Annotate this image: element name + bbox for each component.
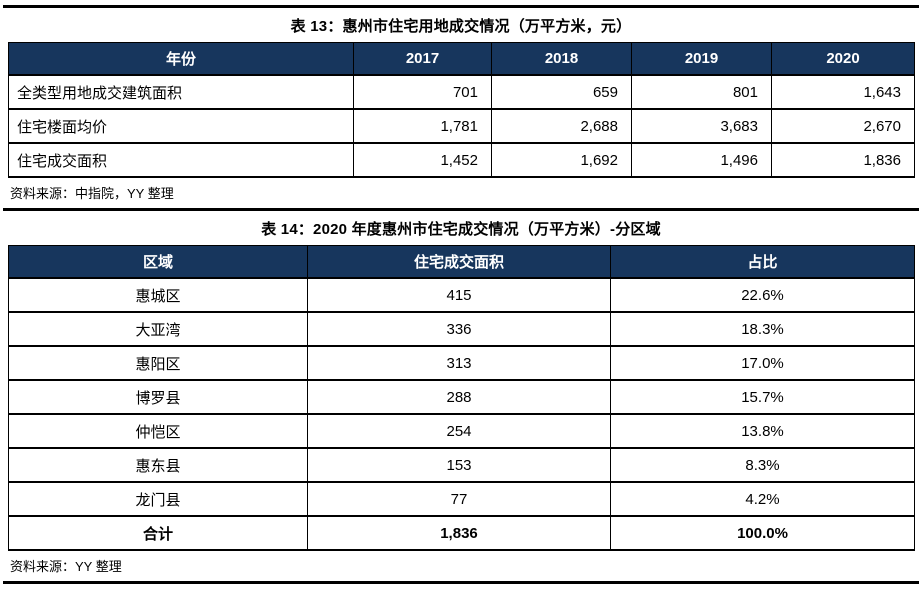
table-cell: 1,496 bbox=[631, 142, 772, 178]
table13-col-2019: 2019 bbox=[631, 42, 772, 76]
share-cell: 22.6% bbox=[610, 277, 915, 313]
area-cell: 313 bbox=[307, 345, 611, 381]
area-cell: 254 bbox=[307, 413, 611, 449]
table-row: 博罗县 288 15.7% bbox=[8, 379, 915, 415]
table13-source: 资料来源：中指院，YY 整理 bbox=[10, 186, 174, 201]
middle-divider-rule bbox=[3, 208, 919, 211]
table-cell: 1,781 bbox=[353, 108, 492, 144]
table14-title: 表 14：2020 年度惠州市住宅成交情况（万平方米）-分区域 bbox=[261, 221, 661, 238]
table13-col-year: 年份 bbox=[8, 42, 354, 76]
table-cell: 1,836 bbox=[771, 142, 915, 178]
region-cell: 合计 bbox=[8, 515, 308, 551]
table-row: 惠阳区 313 17.0% bbox=[8, 345, 915, 381]
table13-col-2017: 2017 bbox=[353, 42, 492, 76]
area-cell: 153 bbox=[307, 447, 611, 483]
table-cell: 2,688 bbox=[491, 108, 632, 144]
region-cell: 龙门县 bbox=[8, 481, 308, 517]
report-page: 表 13：惠州市住宅用地成交情况（万平方米，元） 年份 2017 2018 20… bbox=[0, 5, 922, 613]
table-cell: 1,692 bbox=[491, 142, 632, 178]
table-row: 住宅成交面积 1,452 1,692 1,496 1,836 bbox=[8, 142, 915, 178]
table13-land-transactions: 年份 2017 2018 2019 2020 全类型用地成交建筑面积 701 6… bbox=[8, 42, 915, 178]
table-cell: 2,670 bbox=[771, 108, 915, 144]
table14-col-area: 住宅成交面积 bbox=[307, 245, 611, 279]
region-cell: 大亚湾 bbox=[8, 311, 308, 347]
share-cell: 17.0% bbox=[610, 345, 915, 381]
area-cell: 288 bbox=[307, 379, 611, 415]
table14-by-district: 区域 住宅成交面积 占比 惠城区 415 22.6% 大亚湾 336 18.3%… bbox=[8, 245, 915, 551]
row-label: 全类型用地成交建筑面积 bbox=[8, 74, 354, 110]
table-cell: 3,683 bbox=[631, 108, 772, 144]
table-row: 大亚湾 336 18.3% bbox=[8, 311, 915, 347]
share-cell: 100.0% bbox=[610, 515, 915, 551]
region-cell: 惠阳区 bbox=[8, 345, 308, 381]
bottom-divider-rule bbox=[3, 581, 919, 584]
region-cell: 仲恺区 bbox=[8, 413, 308, 449]
table-total-row: 合计 1,836 100.0% bbox=[8, 515, 915, 551]
table13-col-2020: 2020 bbox=[771, 42, 915, 76]
table14-col-region: 区域 bbox=[8, 245, 308, 279]
share-cell: 4.2% bbox=[610, 481, 915, 517]
table-cell: 1,643 bbox=[771, 74, 915, 110]
row-label: 住宅成交面积 bbox=[8, 142, 354, 178]
top-divider-rule bbox=[3, 5, 919, 8]
table14-header-row: 区域 住宅成交面积 占比 bbox=[8, 245, 915, 279]
table13-header-row: 年份 2017 2018 2019 2020 bbox=[8, 42, 915, 76]
area-cell: 415 bbox=[307, 277, 611, 313]
share-cell: 15.7% bbox=[610, 379, 915, 415]
table-row: 龙门县 77 4.2% bbox=[8, 481, 915, 517]
table-row: 全类型用地成交建筑面积 701 659 801 1,643 bbox=[8, 74, 915, 110]
table-row: 惠东县 153 8.3% bbox=[8, 447, 915, 483]
table-cell: 659 bbox=[491, 74, 632, 110]
area-cell: 336 bbox=[307, 311, 611, 347]
row-label: 住宅楼面均价 bbox=[8, 108, 354, 144]
table-row: 惠城区 415 22.6% bbox=[8, 277, 915, 313]
region-cell: 博罗县 bbox=[8, 379, 308, 415]
area-cell: 77 bbox=[307, 481, 611, 517]
table-cell: 801 bbox=[631, 74, 772, 110]
table13-col-2018: 2018 bbox=[491, 42, 632, 76]
region-cell: 惠东县 bbox=[8, 447, 308, 483]
share-cell: 18.3% bbox=[610, 311, 915, 347]
table-row: 仲恺区 254 13.8% bbox=[8, 413, 915, 449]
table-cell: 1,452 bbox=[353, 142, 492, 178]
table14-source: 资料来源：YY 整理 bbox=[10, 559, 122, 574]
table14-col-share: 占比 bbox=[610, 245, 915, 279]
share-cell: 8.3% bbox=[610, 447, 915, 483]
table-cell: 701 bbox=[353, 74, 492, 110]
region-cell: 惠城区 bbox=[8, 277, 308, 313]
share-cell: 13.8% bbox=[610, 413, 915, 449]
area-cell: 1,836 bbox=[307, 515, 611, 551]
table13-title: 表 13：惠州市住宅用地成交情况（万平方米，元） bbox=[290, 18, 632, 35]
table-row: 住宅楼面均价 1,781 2,688 3,683 2,670 bbox=[8, 108, 915, 144]
